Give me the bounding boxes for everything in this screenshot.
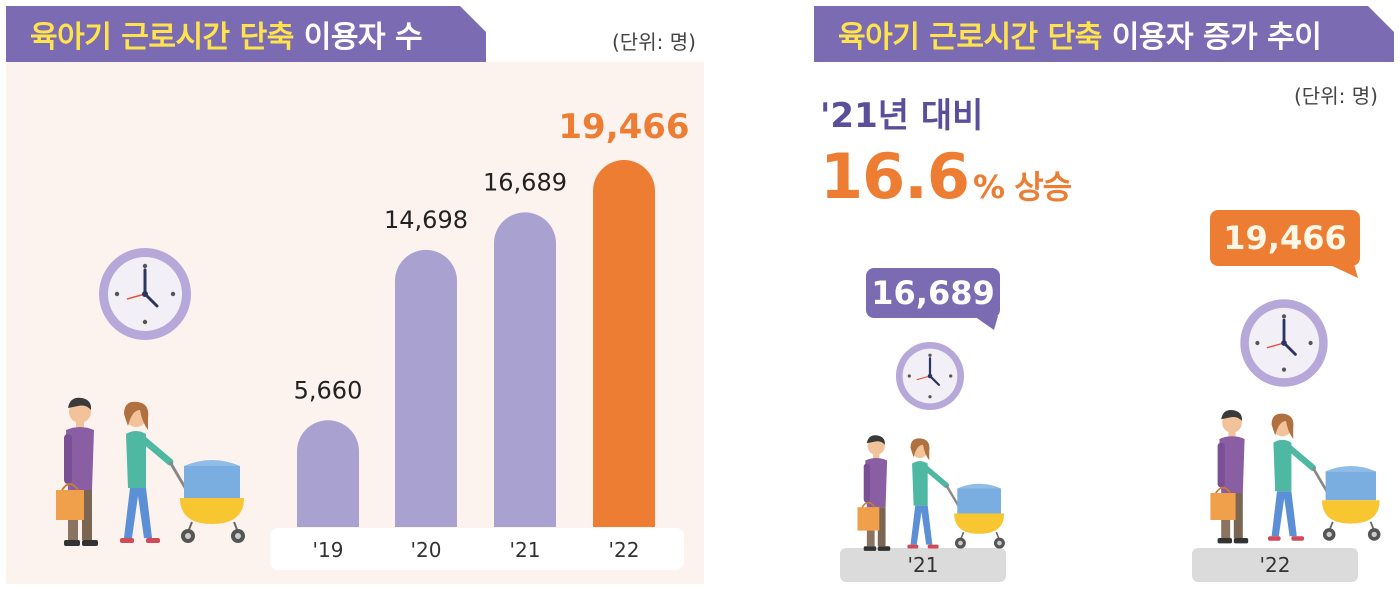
bar-value-label-0: 5,660 (294, 376, 363, 404)
right-clock-icon-21 (894, 340, 966, 412)
bar-value-label-1: 14,698 (384, 206, 468, 234)
family-illustration-21 (857, 435, 1004, 551)
change-value: 16.6 (820, 140, 970, 213)
category-label-1: '20 (411, 538, 442, 562)
family-illustration-22 (1210, 410, 1380, 543)
right-title-banner: 육아기 근로시간 단축 이용자 증가 추이 (814, 6, 1394, 62)
left-family-illustration (56, 398, 245, 546)
bar-chart: 5,660 '19 14,698 '20 16,689 '21 19,466 '22 (294, 107, 690, 562)
bar-value-label-3: 19,466 (558, 107, 689, 147)
left-unit-label: (단위: 명) (612, 30, 696, 54)
left-clock-icon (97, 246, 193, 342)
right-title-rest: 이용자 증가 추이 (1111, 20, 1322, 55)
tag-21-pointer (974, 316, 998, 330)
x-axis-band (270, 528, 684, 570)
right-unit-label: (단위: 명) (1294, 84, 1378, 108)
compare-label: '21년 대비 (820, 96, 984, 136)
left-title-highlight: 육아기 근로시간 단축 (30, 20, 294, 55)
left-title-banner: 육아기 근로시간 단축 이용자 수 (6, 6, 486, 62)
category-label-0: '19 (313, 538, 344, 562)
bar-1 (395, 249, 457, 527)
category-label-2: '21 (510, 538, 541, 562)
bar-value-label-2: 16,689 (483, 168, 567, 196)
bar-0 (297, 420, 359, 527)
right-title-highlight: 육아기 근로시간 단축 (838, 20, 1102, 55)
tag-22-value: 19,466 (1210, 210, 1360, 266)
bar-2 (494, 212, 556, 527)
category-label-3: '22 (609, 538, 640, 562)
change-suffix: % 상승 (972, 168, 1072, 206)
tag-22-pointer (1328, 264, 1358, 278)
right-clock-icon-22 (1238, 297, 1330, 389)
left-title-rest: 이용자 수 (303, 20, 423, 55)
floor-21 (840, 548, 1006, 582)
change-text: 16.6% 상승 (820, 140, 1072, 213)
tag-21-value: 16,689 (866, 268, 1000, 318)
floor-22 (1192, 548, 1358, 582)
bar-3 (593, 160, 655, 527)
floor-label-21: '21 (907, 553, 939, 577)
floor-label-22: '22 (1259, 553, 1291, 577)
